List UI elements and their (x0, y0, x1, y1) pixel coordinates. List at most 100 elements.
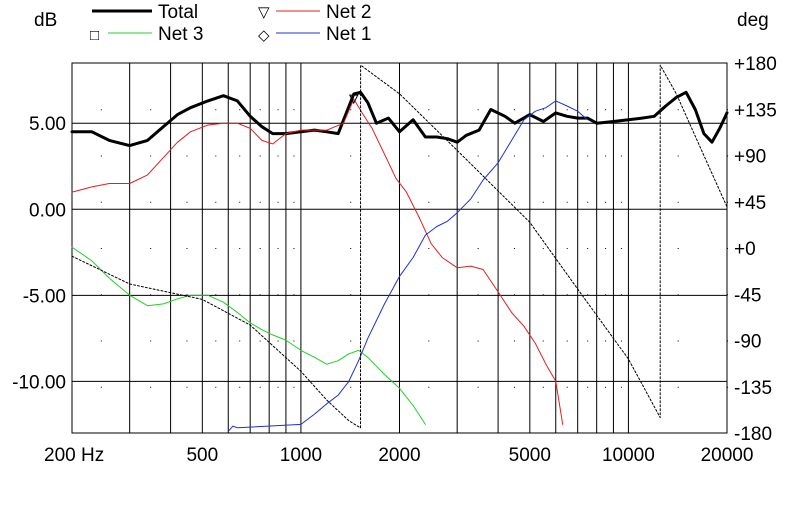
net2-marker-triangle (348, 94, 359, 105)
y-tick-label-right: +0 (734, 239, 756, 260)
grid-dot (566, 386, 568, 388)
x-tick-label: 200 Hz (44, 445, 104, 466)
y-tick-label-right: -45 (734, 285, 761, 306)
grid-dot (293, 109, 295, 111)
grid-dot (350, 248, 352, 249)
y-tick-label-left: 0.00 (29, 200, 66, 221)
x-tick-label: 20000 (701, 445, 754, 466)
grid-dot (350, 386, 352, 388)
grid-dot (542, 294, 544, 296)
x-tick-label: 500 (186, 445, 218, 466)
grid-dot (215, 155, 217, 157)
grid-dot (259, 294, 261, 296)
series-line-net-3 (71, 246, 426, 425)
grid-dot (277, 155, 279, 157)
legend-label-net-3: Net 3 (158, 24, 203, 45)
x-tick-label: 5000 (509, 445, 551, 466)
grid-dot (428, 386, 430, 388)
grid-dot (513, 294, 515, 296)
y-tick-label-right: +90 (734, 147, 766, 168)
grid-dot (100, 340, 102, 342)
grid-dot (150, 340, 152, 342)
grid-dot (293, 294, 295, 296)
grid-dot (566, 294, 568, 296)
grid-dot (150, 155, 152, 157)
grid-dot (100, 109, 102, 111)
y-tick-label-left: -5.00 (23, 286, 66, 307)
x-tick-label: 2000 (378, 445, 420, 466)
grid-dot (542, 201, 544, 203)
grid-dot (350, 294, 352, 296)
grid-dot (605, 109, 607, 111)
grid-dot (566, 340, 568, 342)
grid-dot (477, 386, 479, 388)
grid-dot (239, 248, 241, 249)
grid-dot (239, 340, 241, 342)
grid-dot (186, 248, 188, 249)
grid-dot (100, 294, 102, 296)
grid-dot (542, 248, 544, 249)
grid-dot (605, 294, 607, 296)
grid-dot (259, 155, 261, 157)
grid-dot (259, 201, 261, 203)
legend-marker-net-2: ▽ (258, 4, 270, 21)
series-line-total (70, 90, 729, 148)
grid-dot (150, 248, 152, 249)
grid-dot (587, 248, 589, 249)
grid-dot (239, 294, 241, 296)
grid-dot (150, 294, 152, 296)
grid-dot (620, 109, 622, 111)
plot-frame (71, 62, 728, 434)
y-axis-label-left: dB (34, 10, 57, 31)
grid-dot (239, 201, 241, 203)
y-axis-label-right: deg (737, 10, 769, 31)
grid-dot (513, 248, 515, 249)
grid-dot (350, 340, 352, 342)
grid-dot (100, 248, 102, 249)
x-tick-label: 1000 (280, 445, 322, 466)
grid-dot (428, 248, 430, 249)
grid-dot (587, 155, 589, 157)
grid-dot (587, 201, 589, 203)
grid-dot (620, 294, 622, 296)
grid-dot (513, 109, 515, 111)
grid-dot (428, 109, 430, 111)
grid-dot (293, 201, 295, 203)
y-tick-label-right: +135 (734, 100, 777, 121)
grid-dot (513, 155, 515, 157)
series-line-net-1 (227, 100, 588, 432)
grid-dot (215, 201, 217, 203)
grid-dot (677, 248, 679, 249)
grid-dot (566, 201, 568, 203)
grid-dot (677, 201, 679, 203)
grid-dot (513, 386, 515, 388)
grid-dot (605, 386, 607, 388)
grid-dot (293, 248, 295, 249)
grid-dot (587, 386, 589, 388)
grid-dot (513, 201, 515, 203)
grid-dot (215, 294, 217, 296)
grid-dot (477, 201, 479, 203)
grid-dot (186, 201, 188, 203)
grid-dot (477, 109, 479, 111)
grid-dot (677, 386, 679, 388)
grid-dot (620, 155, 622, 157)
y-tick-label-right: +45 (734, 193, 766, 214)
grid-dot (620, 248, 622, 249)
grid-dot (587, 109, 589, 111)
grid-dot (277, 340, 279, 342)
grid-dot (428, 155, 430, 157)
grid-dot (677, 294, 679, 296)
grid-dot (566, 155, 568, 157)
grid-dot (277, 201, 279, 203)
series-line-net-2 (71, 98, 564, 425)
grid-dot (350, 155, 352, 157)
grid-dot (428, 294, 430, 296)
grid-dot (620, 386, 622, 388)
grid-dot (477, 248, 479, 249)
grid-dot (277, 109, 279, 111)
y-tick-label-right: -135 (734, 378, 772, 399)
grid-dot (677, 109, 679, 111)
grid-dot (605, 155, 607, 157)
